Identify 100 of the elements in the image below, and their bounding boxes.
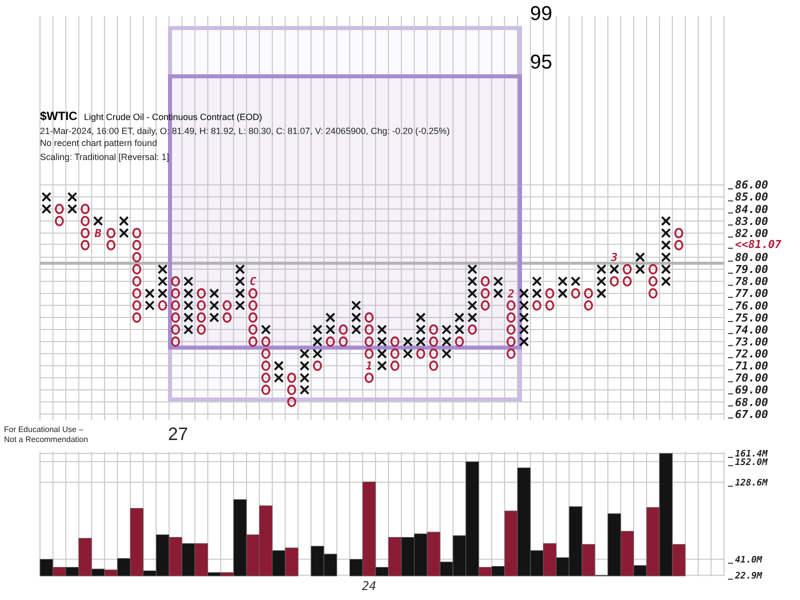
point: [325, 312, 336, 322]
point: [67, 204, 78, 214]
point: [41, 192, 52, 202]
point: [80, 228, 90, 238]
point: [532, 276, 542, 286]
y-tick-label: 82.00: [735, 226, 768, 240]
point: [183, 276, 194, 286]
point: [132, 276, 142, 287]
point: [261, 336, 270, 347]
point: [364, 324, 374, 335]
point: [171, 288, 180, 299]
point: [325, 324, 336, 335]
y-tick-label: 22.9M: [734, 571, 763, 582]
point: [506, 336, 516, 347]
point: [274, 372, 284, 383]
y-tick-label: 86.00: [735, 178, 768, 192]
point: [429, 336, 438, 347]
y-tick-label: 73.00: [735, 335, 768, 348]
point: [648, 276, 658, 287]
point: [467, 300, 478, 310]
point: [570, 276, 581, 286]
point: [480, 288, 490, 299]
point: [158, 288, 168, 298]
point: [171, 324, 180, 335]
point: [648, 288, 658, 299]
point: [493, 276, 504, 286]
point: [442, 348, 452, 359]
point: [584, 288, 593, 299]
point: [377, 348, 387, 359]
point: [467, 264, 478, 274]
point: [506, 324, 516, 335]
point: [93, 216, 104, 226]
point: [660, 264, 671, 274]
point: [390, 336, 400, 347]
point: [106, 228, 116, 238]
point: [261, 372, 270, 383]
text: $WTIC: [40, 109, 78, 123]
point: [622, 264, 632, 274]
point: [209, 312, 220, 322]
point: [261, 384, 270, 396]
point: [416, 324, 426, 335]
point: [67, 192, 78, 202]
point: [171, 336, 180, 347]
point: [596, 276, 606, 286]
point: [312, 324, 322, 335]
y-tick-label: 79.00: [735, 263, 768, 276]
point: [248, 300, 258, 311]
y-tick-label: 41.0M: [735, 555, 763, 566]
annotation: 2: [506, 287, 515, 300]
point: [610, 276, 619, 287]
point: [235, 288, 246, 298]
point: [274, 360, 284, 371]
y-tick-label: 80.00: [735, 251, 768, 264]
point: [622, 276, 632, 287]
point: [118, 216, 129, 226]
point: [518, 336, 529, 347]
point: [144, 300, 155, 310]
point: [584, 300, 593, 311]
point: [209, 300, 220, 310]
point: [558, 276, 568, 286]
point: [171, 276, 180, 287]
point: [54, 216, 64, 226]
point: [248, 288, 258, 299]
point: [480, 276, 490, 287]
point: [248, 336, 258, 347]
x-tick-label: 24: [362, 579, 376, 593]
point: [209, 288, 220, 298]
y-tick-label: 85.00: [735, 190, 768, 204]
point: [660, 240, 671, 250]
text: Light Crude Oil - Continuous Contract (EOD): [84, 112, 262, 122]
point: [132, 312, 142, 323]
point: [326, 336, 335, 347]
y-tick-label: 69.00: [735, 384, 768, 397]
point: [287, 384, 296, 396]
point: [635, 252, 646, 262]
point: [660, 228, 671, 238]
point: [442, 324, 452, 335]
point: [144, 288, 155, 298]
annotation: C: [250, 275, 257, 288]
point: [571, 288, 580, 299]
point: [454, 336, 464, 347]
y-tick-label: 76.00: [735, 299, 768, 312]
point: [518, 312, 529, 322]
y-tick-label: 71.00: [735, 360, 768, 373]
point: [351, 324, 362, 335]
point: [506, 348, 516, 359]
point: [402, 336, 413, 347]
point: [518, 324, 529, 335]
point: [158, 300, 168, 311]
y-tick-label: 77.00: [735, 287, 768, 300]
point: [171, 312, 180, 323]
point: [545, 288, 554, 299]
point: [132, 228, 142, 238]
point: [248, 312, 258, 323]
point: [261, 348, 270, 359]
point: [132, 252, 142, 262]
point: [118, 228, 129, 238]
point: [532, 288, 542, 298]
point: [468, 324, 477, 335]
point: [132, 288, 142, 299]
